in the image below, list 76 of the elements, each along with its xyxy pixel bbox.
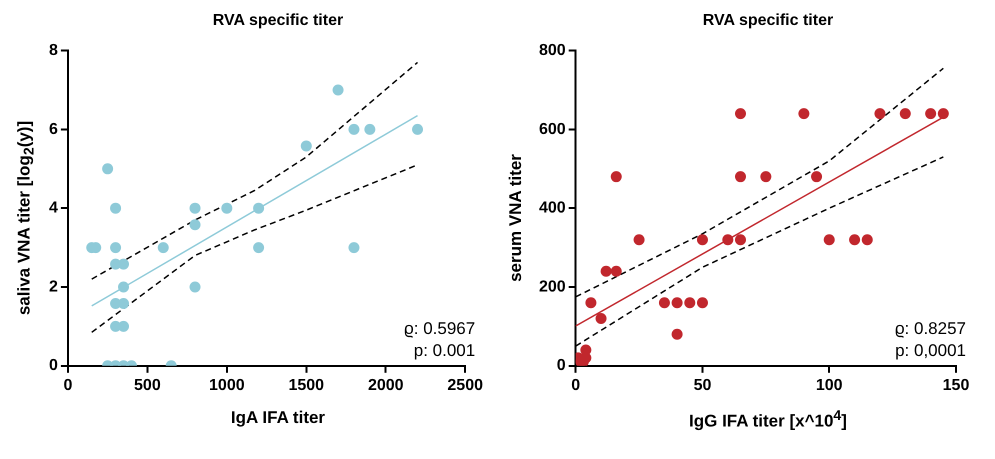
y-tick-label: 0 (48, 357, 58, 374)
point (118, 320, 130, 332)
point (610, 266, 622, 277)
point (610, 171, 622, 182)
x-tick-label: 50 (694, 376, 712, 394)
point (634, 234, 645, 246)
y-tick-label: 8 (48, 42, 58, 60)
point (118, 258, 130, 270)
y-tick-label: 4 (48, 200, 58, 217)
point (585, 297, 596, 308)
y-tick-label: 200 (538, 278, 566, 296)
point (118, 298, 130, 310)
point (158, 242, 169, 254)
point (102, 163, 114, 174)
point (734, 171, 746, 182)
point (253, 242, 264, 254)
point (658, 297, 670, 308)
y-tick-label: 6 (48, 120, 58, 138)
point (684, 297, 696, 308)
x-tick-label: 100 (816, 376, 843, 394)
point (849, 234, 860, 246)
annotation: ϱ: 0.5967 (404, 318, 476, 338)
point (600, 266, 612, 277)
x-tick-label: 2000 (368, 376, 404, 394)
x-axis-title: IgG IFA titer [x^10$^{4}$] (688, 408, 848, 432)
x-tick-label: 2500 (447, 376, 484, 394)
point (348, 242, 360, 254)
point (412, 124, 424, 135)
y-tick-label: 0 (556, 357, 566, 374)
point (672, 328, 683, 340)
point (190, 282, 201, 292)
point (110, 242, 122, 254)
point (364, 124, 376, 135)
point (300, 140, 312, 152)
point (110, 202, 122, 214)
point (348, 124, 360, 135)
annotation: p: 0,0001 (895, 340, 966, 360)
point (811, 171, 822, 182)
point (696, 297, 708, 308)
point (722, 234, 734, 246)
x-tick-label: 1000 (209, 376, 245, 394)
annotation: p: 0.001 (414, 340, 476, 360)
point (221, 202, 232, 214)
point (332, 84, 344, 96)
chart-title: RVA specific titer (702, 12, 834, 30)
y-tick-label: 800 (538, 42, 566, 60)
point (938, 108, 949, 120)
x-tick-label: 500 (134, 376, 161, 394)
point (672, 297, 683, 308)
annotation: ϱ: 0.8257 (894, 318, 966, 338)
point (798, 108, 810, 120)
point (190, 219, 201, 230)
point (862, 234, 873, 246)
point (696, 234, 708, 246)
chart-title: RVA specific titer (212, 12, 344, 30)
point (874, 108, 886, 120)
x-tick-label: 150 (942, 376, 970, 394)
x-tick-label: 1500 (288, 376, 324, 394)
x-tick-label: 0 (63, 376, 72, 394)
line-series (90, 62, 418, 280)
point (190, 202, 201, 214)
x-tick-label: 0 (571, 376, 580, 394)
x-axis-title: IgA IFA titer (230, 408, 326, 428)
point (118, 282, 130, 292)
point (734, 234, 746, 246)
y-axis-title: serum VNA titer (506, 154, 526, 282)
point (596, 313, 607, 324)
point (900, 108, 911, 120)
y-tick-label: 2 (48, 278, 58, 296)
point (253, 202, 264, 214)
point (760, 171, 772, 182)
point (734, 108, 746, 120)
point (925, 108, 936, 120)
point (824, 234, 835, 246)
y-tick-label: 400 (538, 200, 566, 217)
y-tick-label: 600 (538, 120, 566, 138)
